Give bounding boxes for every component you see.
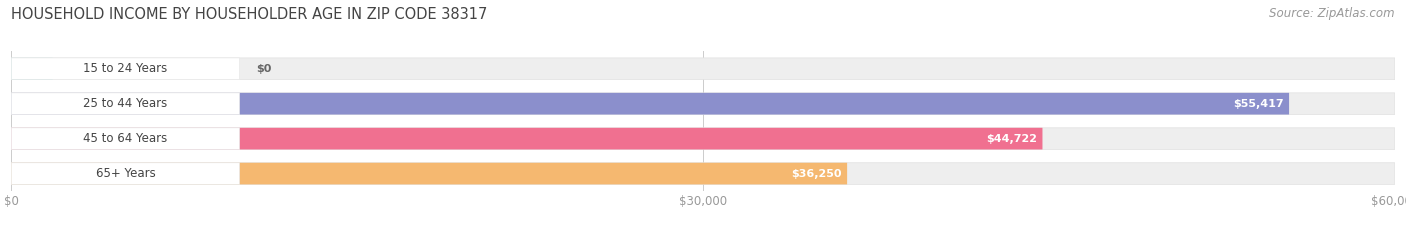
FancyBboxPatch shape — [11, 93, 1289, 115]
FancyBboxPatch shape — [11, 58, 239, 80]
Text: 45 to 64 Years: 45 to 64 Years — [83, 132, 167, 145]
FancyBboxPatch shape — [11, 163, 1395, 185]
FancyBboxPatch shape — [11, 93, 1395, 115]
Text: Source: ZipAtlas.com: Source: ZipAtlas.com — [1270, 7, 1395, 20]
FancyBboxPatch shape — [11, 58, 53, 80]
Text: $55,417: $55,417 — [1233, 99, 1284, 109]
FancyBboxPatch shape — [11, 93, 239, 115]
Text: $0: $0 — [256, 64, 271, 74]
Text: 15 to 24 Years: 15 to 24 Years — [83, 62, 167, 75]
FancyBboxPatch shape — [11, 58, 1395, 80]
FancyBboxPatch shape — [11, 163, 239, 185]
Text: $44,722: $44,722 — [986, 134, 1038, 144]
Text: 25 to 44 Years: 25 to 44 Years — [83, 97, 167, 110]
Text: HOUSEHOLD INCOME BY HOUSEHOLDER AGE IN ZIP CODE 38317: HOUSEHOLD INCOME BY HOUSEHOLDER AGE IN Z… — [11, 7, 488, 22]
Text: $36,250: $36,250 — [792, 169, 842, 178]
Text: 65+ Years: 65+ Years — [96, 167, 155, 180]
FancyBboxPatch shape — [11, 128, 239, 150]
FancyBboxPatch shape — [11, 163, 846, 185]
FancyBboxPatch shape — [11, 128, 1395, 150]
FancyBboxPatch shape — [11, 128, 1042, 150]
